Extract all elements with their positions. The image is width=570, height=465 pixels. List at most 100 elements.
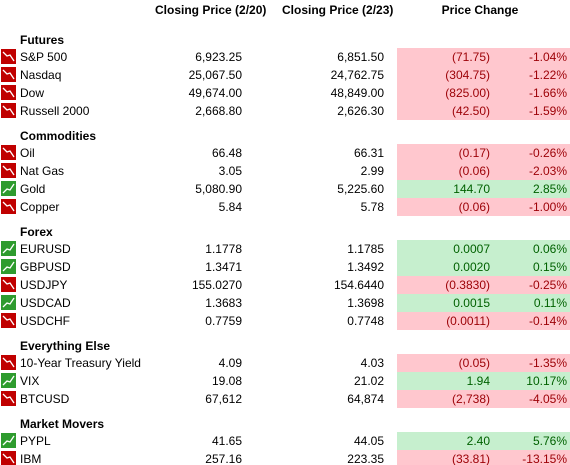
section-title: Commodities bbox=[20, 129, 97, 143]
trend-icon bbox=[1, 181, 16, 196]
change-background bbox=[397, 84, 570, 102]
price-change: (825.00) bbox=[445, 86, 490, 100]
price-change: (71.75) bbox=[451, 50, 490, 64]
trend-icon bbox=[1, 391, 16, 406]
closing-price: 49,674.00 bbox=[188, 86, 242, 100]
closing-price: 4.03 bbox=[360, 356, 384, 370]
price-change: -1.04% bbox=[528, 50, 567, 64]
trend-icon bbox=[1, 163, 16, 178]
price-change: (42.50) bbox=[451, 104, 490, 118]
price-change: -1.66% bbox=[528, 86, 567, 100]
closing-price: 6,851.50 bbox=[337, 50, 384, 64]
closing-price: 5.84 bbox=[218, 200, 242, 214]
trend-icon bbox=[1, 145, 16, 160]
price-change: 2.85% bbox=[532, 182, 567, 196]
closing-price: 1.3492 bbox=[347, 260, 384, 274]
closing-price: 4.09 bbox=[218, 356, 242, 370]
trend-icon bbox=[1, 295, 16, 310]
price-change: -1.59% bbox=[528, 104, 567, 118]
price-change: (33.81) bbox=[451, 452, 490, 465]
row-name: GBPUSD bbox=[20, 260, 71, 274]
price-change: -13.15% bbox=[522, 452, 567, 465]
price-change: 1.94 bbox=[466, 374, 490, 388]
closing-price: 1.1778 bbox=[205, 242, 242, 256]
section-title: Futures bbox=[20, 33, 65, 47]
price-change: 10.17% bbox=[526, 374, 567, 388]
change-background bbox=[397, 432, 570, 450]
row-name: USDJPY bbox=[20, 278, 68, 292]
row-name: Nat Gas bbox=[20, 164, 65, 178]
section-title: Market Movers bbox=[20, 417, 105, 431]
price-change: (0.06) bbox=[458, 200, 490, 214]
closing-price: 6,923.25 bbox=[195, 50, 242, 64]
row-name: Copper bbox=[20, 200, 60, 214]
closing-price: 1.3683 bbox=[205, 296, 242, 310]
price-change: -4.05% bbox=[528, 392, 567, 406]
closing-price: 2.99 bbox=[360, 164, 384, 178]
trend-icon bbox=[1, 313, 16, 328]
closing-price: 155.0270 bbox=[191, 278, 242, 292]
trend-icon bbox=[1, 373, 16, 388]
change-background bbox=[397, 66, 570, 84]
price-change: -0.26% bbox=[528, 146, 567, 160]
price-change: 0.11% bbox=[533, 296, 567, 310]
row-name: Gold bbox=[20, 182, 46, 196]
section-title: Forex bbox=[20, 225, 53, 239]
closing-price: 48,849.00 bbox=[330, 86, 384, 100]
closing-price: 21.02 bbox=[353, 374, 384, 388]
closing-price: 66.48 bbox=[211, 146, 242, 160]
column-header: Closing Price (2/20) bbox=[155, 3, 267, 17]
row-name: VIX bbox=[20, 374, 40, 388]
price-change: (0.3830) bbox=[445, 278, 490, 292]
closing-price: 5,225.60 bbox=[337, 182, 384, 196]
price-change: 0.06% bbox=[532, 242, 567, 256]
price-change: -1.22% bbox=[528, 68, 567, 82]
trend-icon bbox=[1, 259, 16, 274]
change-background bbox=[397, 276, 570, 294]
price-change: 0.15% bbox=[532, 260, 567, 274]
price-change: 0.0020 bbox=[453, 260, 490, 274]
row-name: 10-Year Treasury Yield bbox=[20, 356, 141, 370]
closing-price: 64,874 bbox=[347, 392, 384, 406]
closing-price: 3.05 bbox=[218, 164, 242, 178]
price-change: -0.14% bbox=[528, 314, 567, 328]
closing-price: 1.3698 bbox=[347, 296, 384, 310]
row-name: USDCAD bbox=[20, 296, 71, 310]
closing-price: 5.78 bbox=[360, 200, 384, 214]
change-background bbox=[397, 180, 570, 198]
price-change: (0.17) bbox=[458, 146, 490, 160]
row-name: Russell 2000 bbox=[20, 104, 90, 118]
price-change: (0.05) bbox=[458, 356, 490, 370]
closing-price: 66.31 bbox=[353, 146, 384, 160]
change-background bbox=[397, 48, 570, 66]
price-change: -2.03% bbox=[528, 164, 567, 178]
price-change: -0.25% bbox=[528, 278, 567, 292]
closing-price: 41.65 bbox=[211, 434, 242, 448]
row-name: EURUSD bbox=[20, 242, 71, 256]
closing-price: 2,668.80 bbox=[195, 104, 242, 118]
price-change: -1.35% bbox=[528, 356, 567, 370]
row-name: BTCUSD bbox=[20, 392, 70, 406]
closing-price: 19.08 bbox=[211, 374, 242, 388]
price-change: (304.75) bbox=[445, 68, 490, 82]
trend-icon bbox=[1, 451, 16, 465]
row-name: USDCHF bbox=[20, 314, 70, 328]
price-change: -1.00% bbox=[528, 200, 567, 214]
trend-icon bbox=[1, 49, 16, 64]
trend-icon bbox=[1, 85, 16, 100]
trend-icon bbox=[1, 355, 16, 370]
price-change: 0.0007 bbox=[453, 242, 490, 256]
trend-icon bbox=[1, 67, 16, 82]
closing-price: 24,762.75 bbox=[330, 68, 384, 82]
price-change: (0.0011) bbox=[446, 314, 490, 328]
closing-price: 0.7748 bbox=[347, 314, 384, 328]
change-background bbox=[397, 390, 570, 408]
closing-price: 67,612 bbox=[205, 392, 242, 406]
closing-price: 257.16 bbox=[205, 452, 242, 465]
section-title: Everything Else bbox=[20, 339, 111, 353]
change-background bbox=[397, 312, 570, 330]
closing-price: 0.7759 bbox=[205, 314, 242, 328]
row-name: PYPL bbox=[20, 434, 51, 448]
column-header: Closing Price (2/23) bbox=[282, 3, 394, 17]
